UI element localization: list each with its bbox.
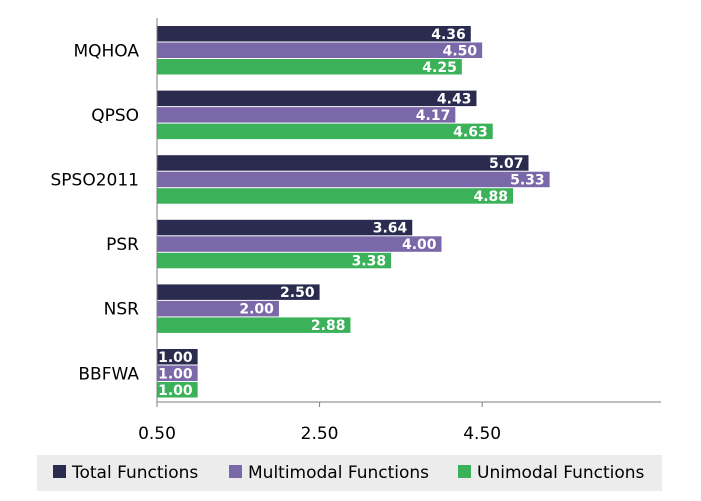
- bar-mqhoa-unimodal-functions: [157, 59, 462, 75]
- bar-qpso-unimodal-functions: [157, 123, 493, 140]
- data-label: 4.25: [422, 60, 457, 76]
- bar-nsr-total-functions: [157, 284, 320, 300]
- legend-background: [37, 455, 662, 491]
- data-label: 2.50: [280, 285, 315, 301]
- bar-bbfwa-unimodal-functions: [157, 382, 198, 398]
- bar-bbfwa-total-functions: [157, 349, 198, 365]
- data-label: 5.33: [510, 172, 545, 188]
- category-label: BBFWA: [78, 364, 139, 384]
- x-tick-label: 4.50: [463, 424, 501, 444]
- data-label: 1.00: [158, 383, 193, 399]
- bar-spso2011-total-functions: [157, 155, 529, 171]
- category-label: SPSO2011: [51, 170, 139, 190]
- bar-nsr-multimodal-functions: [157, 300, 279, 317]
- legend-swatch: [229, 465, 242, 478]
- x-tick-label: 2.50: [301, 424, 339, 444]
- data-label: 4.88: [474, 189, 509, 205]
- data-label: 4.36: [431, 27, 466, 43]
- bar-qpso-multimodal-functions: [157, 107, 456, 123]
- bar-psr-total-functions: [157, 219, 413, 236]
- data-label: 4.63: [453, 124, 488, 140]
- data-label: 4.17: [416, 108, 451, 124]
- bar-spso2011-multimodal-functions: [157, 171, 550, 188]
- data-label: 4.50: [443, 43, 478, 59]
- category-label: QPSO: [91, 106, 139, 126]
- data-label: 2.88: [311, 318, 346, 334]
- bar-mqhoa-multimodal-functions: [157, 42, 483, 58]
- category-label: NSR: [104, 300, 140, 320]
- data-label: 1.00: [158, 350, 193, 366]
- category-label: PSR: [106, 235, 139, 255]
- legend-entry: Total Functions: [71, 463, 198, 483]
- axes-layer: MQHOA QPSO SPSO2011 PSR NSR BBFWA 0.50 2.50 4.50: [51, 18, 661, 444]
- bar-mqhoa-total-functions: [157, 26, 471, 42]
- bar-spso2011-unimodal-functions: [157, 188, 514, 204]
- legend-entry: Multimodal Functions: [248, 463, 429, 483]
- bar-nsr-unimodal-functions: [157, 317, 351, 333]
- category-label: MQHOA: [73, 41, 139, 61]
- legend-swatch: [458, 465, 471, 478]
- legend-swatch: [53, 465, 66, 478]
- data-label: 3.64: [373, 221, 408, 237]
- bars-layer: 4.364.504.25 4.434.174.635.075.334.88 3.64…: [157, 26, 550, 399]
- data-label: 3.38: [352, 254, 387, 270]
- bar-psr-unimodal-functions: [157, 252, 392, 269]
- data-label: 4.43: [437, 91, 472, 107]
- legend-entry: Unimodal Functions: [477, 463, 645, 483]
- legend: Total Functions Multimodal Functions Unimo…: [37, 455, 662, 491]
- data-label: 1.00: [158, 366, 193, 382]
- bar-bbfwa-multimodal-functions: [157, 365, 198, 381]
- bar-psr-multimodal-functions: [157, 236, 442, 252]
- data-label: 2.00: [239, 302, 274, 318]
- bar-qpso-total-functions: [157, 90, 477, 107]
- data-label: 4.00: [402, 237, 437, 253]
- data-label: 5.07: [489, 156, 524, 172]
- x-tick-label: 0.50: [138, 424, 176, 444]
